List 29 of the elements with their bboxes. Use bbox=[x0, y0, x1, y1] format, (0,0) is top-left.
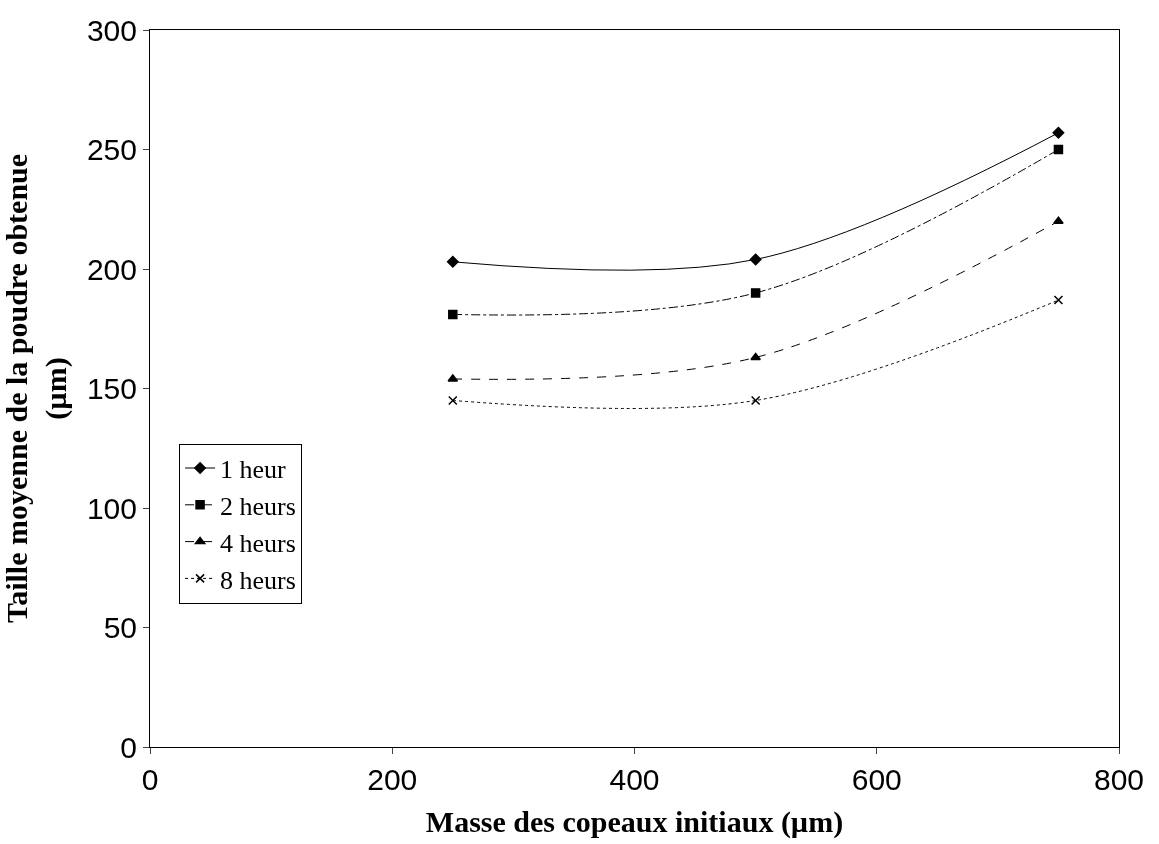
y-tick-label: 100 bbox=[86, 491, 137, 525]
point bbox=[1053, 144, 1064, 155]
point bbox=[749, 253, 762, 266]
legend-label: 4 heurs bbox=[220, 528, 296, 558]
y-tick-label: 300 bbox=[86, 13, 137, 47]
point bbox=[1053, 216, 1064, 224]
y-tick-label: 0 bbox=[120, 730, 137, 764]
y-tick-label: 50 bbox=[103, 611, 137, 644]
point bbox=[1052, 126, 1065, 139]
point bbox=[448, 309, 458, 320]
x-axis-title: Masse des copeaux initiaux (µm) bbox=[425, 804, 844, 839]
point bbox=[446, 255, 459, 268]
legend-label: 2 heurs bbox=[220, 491, 296, 521]
y-tick-label: 250 bbox=[86, 133, 137, 166]
x-tick-label: 200 bbox=[367, 763, 418, 796]
x-tick-label: 800 bbox=[1093, 763, 1145, 796]
y-axis-title: Taille moyenne de la poudre obtenue (µm) bbox=[0, 153, 73, 624]
point bbox=[750, 352, 761, 361]
point bbox=[750, 288, 761, 298]
y-tick-label: 150 bbox=[86, 372, 137, 405]
legend-label: 8 heurs bbox=[220, 565, 296, 595]
x-tick-label: 0 bbox=[141, 763, 159, 796]
x-tick-label: 600 bbox=[851, 763, 902, 796]
point bbox=[1053, 295, 1064, 305]
point bbox=[448, 395, 458, 406]
legend-label: 1 heur bbox=[220, 455, 287, 485]
x-tick-label: 400 bbox=[609, 763, 660, 796]
y-tick-label: 200 bbox=[86, 252, 137, 286]
point bbox=[750, 395, 761, 406]
